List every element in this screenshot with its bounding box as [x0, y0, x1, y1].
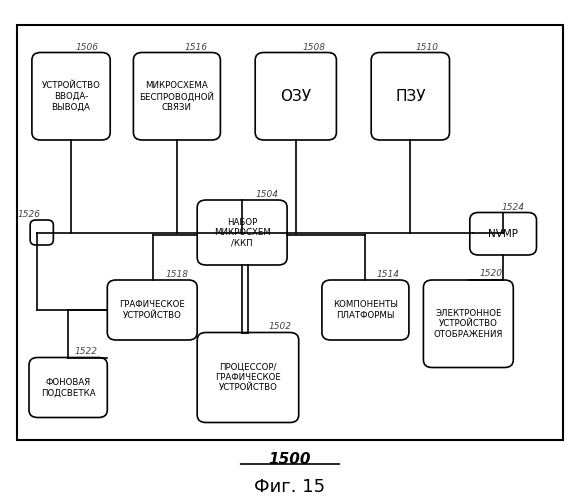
FancyBboxPatch shape [197, 332, 299, 422]
FancyBboxPatch shape [30, 220, 53, 245]
Text: 1526: 1526 [17, 210, 41, 219]
Text: 1524: 1524 [502, 202, 525, 211]
Text: ОЗУ: ОЗУ [280, 89, 311, 104]
FancyBboxPatch shape [197, 200, 287, 265]
FancyBboxPatch shape [107, 280, 197, 340]
Text: 1518: 1518 [165, 270, 188, 279]
Text: ГРАФИЧЕСКОЕ
УСТРОЙСТВО: ГРАФИЧЕСКОЕ УСТРОЙСТВО [119, 300, 185, 320]
FancyBboxPatch shape [255, 52, 336, 140]
FancyBboxPatch shape [470, 212, 536, 255]
Text: 1504: 1504 [255, 190, 278, 199]
Text: КОМПОНЕНТЫ
ПЛАТФОРМЫ: КОМПОНЕНТЫ ПЛАТФОРМЫ [333, 300, 398, 320]
Text: 1502: 1502 [269, 322, 292, 331]
Text: НАБОР
МИКРОСХЕМ
/ККП: НАБОР МИКРОСХЕМ /ККП [213, 218, 271, 248]
Text: 1508: 1508 [303, 44, 326, 52]
Text: МИКРОСХЕМА
БЕСПРОВОДНОЙ
СВЯЗИ: МИКРОСХЕМА БЕСПРОВОДНОЙ СВЯЗИ [139, 81, 215, 112]
Text: ПРОЦЕССОР/
ГРАФИЧЕСКОЕ
УСТРОЙСТВО: ПРОЦЕССОР/ ГРАФИЧЕСКОЕ УСТРОЙСТВО [215, 362, 281, 392]
Text: 1500: 1500 [269, 452, 311, 468]
Text: 1506: 1506 [75, 44, 99, 52]
Text: УСТРОЙСТВО
ВВОДА-
ВЫВОДА: УСТРОЙСТВО ВВОДА- ВЫВОДА [42, 82, 100, 111]
Text: 1510: 1510 [416, 44, 439, 52]
FancyBboxPatch shape [423, 280, 513, 368]
Text: NVMP: NVMP [488, 229, 518, 239]
FancyBboxPatch shape [322, 280, 409, 340]
Text: 1514: 1514 [377, 270, 400, 279]
FancyBboxPatch shape [29, 358, 107, 418]
Text: 1522: 1522 [74, 347, 97, 356]
FancyBboxPatch shape [133, 52, 220, 140]
Text: ПЗУ: ПЗУ [395, 89, 426, 104]
Text: ЭЛЕКТРОННОЕ
УСТРОЙСТВО
ОТОБРАЖЕНИЯ: ЭЛЕКТРОННОЕ УСТРОЙСТВО ОТОБРАЖЕНИЯ [434, 309, 503, 338]
Text: ФОНОВАЯ
ПОДСВЕТКА: ФОНОВАЯ ПОДСВЕТКА [41, 378, 96, 397]
Text: Фиг. 15: Фиг. 15 [255, 478, 325, 496]
FancyBboxPatch shape [371, 52, 450, 140]
FancyBboxPatch shape [32, 52, 110, 140]
Text: 1516: 1516 [184, 44, 208, 52]
Text: 1520: 1520 [480, 270, 503, 278]
